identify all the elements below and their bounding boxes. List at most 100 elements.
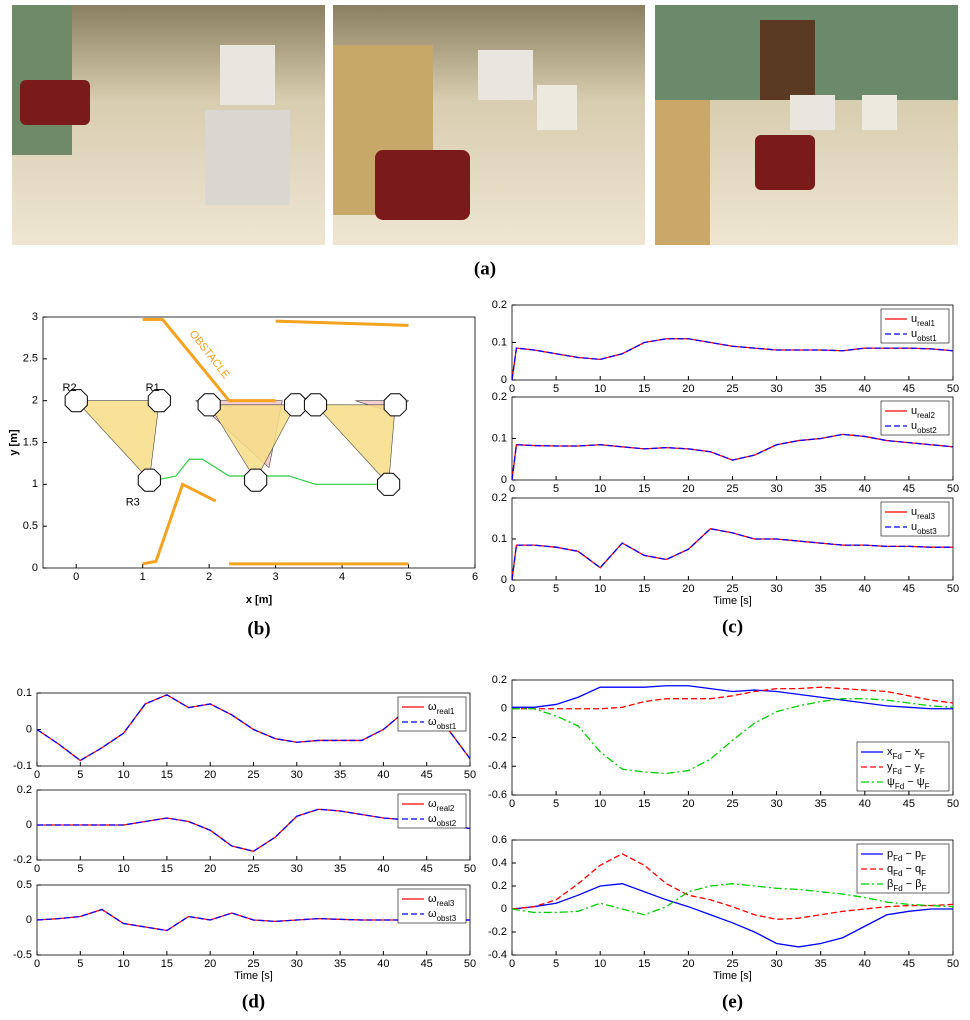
y-tick-label: 0.1	[492, 336, 507, 348]
y-tick-label: -0.5	[13, 949, 32, 961]
legend: ureal2uobst2	[881, 401, 949, 435]
robot-icon	[284, 394, 306, 416]
x-tick-label: 40	[859, 958, 871, 970]
photo-box	[862, 95, 897, 130]
legend: xFd − xFyFd − yFψFd − ψF	[857, 742, 949, 791]
x-tick-label: 0	[509, 383, 515, 395]
photos	[12, 5, 958, 245]
x-tick-label: 50	[947, 483, 959, 495]
x-tick-label: 25	[247, 863, 259, 875]
x-tick-label: 50	[947, 583, 959, 595]
x-axis-label: Time [s]	[713, 595, 752, 607]
y-tick-label: 0	[501, 703, 507, 715]
x-tick-label: 30	[770, 798, 782, 810]
x-tick-label: 30	[291, 863, 303, 875]
x-tick-label: 15	[161, 769, 173, 781]
y-tick-label: 0.1	[492, 432, 507, 444]
x-tick-label: 3	[273, 571, 279, 583]
y-tick-label: 0.4	[492, 857, 507, 869]
x-tick-label: 2	[206, 571, 212, 583]
x-tick-label: 45	[903, 798, 915, 810]
x-axis-label: x [m]	[246, 594, 273, 606]
x-tick-label: 25	[726, 798, 738, 810]
x-tick-label: 0	[34, 958, 40, 970]
legend: pFd − pFqFd − qFβFd − βF	[857, 844, 949, 893]
chart: 05101520253035404550-0.500.5Time [s](d)ω…	[13, 879, 476, 1012]
x-tick-label: 50	[464, 863, 476, 875]
x-tick-label: 10	[594, 383, 606, 395]
x-tick-label: 45	[903, 583, 915, 595]
y-tick-label: 0.1	[17, 687, 32, 699]
photo-box	[205, 110, 290, 205]
chart: 0510152025303540455000.10.2ureal1uobst1	[492, 299, 959, 395]
x-tick-label: 25	[726, 583, 738, 595]
x-tick-label: 15	[161, 958, 173, 970]
x-tick-label: 4	[339, 571, 345, 583]
annotation: R1	[146, 382, 160, 394]
x-tick-label: 25	[247, 769, 259, 781]
x-tick-label: 35	[815, 383, 827, 395]
y-tick-label: -0.4	[488, 760, 507, 772]
chart: 05101520253035404550-0.6-0.4-0.200.2xFd …	[488, 674, 959, 810]
photo-box	[220, 45, 275, 105]
x-tick-label: 0	[34, 863, 40, 875]
y-tick-label: 0	[26, 914, 32, 926]
x-tick-label: 15	[638, 958, 650, 970]
x-tick-label: 10	[594, 583, 606, 595]
x-tick-label: 35	[815, 483, 827, 495]
x-tick-label: 5	[553, 483, 559, 495]
x-tick-label: 40	[859, 798, 871, 810]
x-tick-label: 10	[594, 483, 606, 495]
x-tick-label: 20	[204, 769, 216, 781]
x-tick-label: 30	[770, 958, 782, 970]
photo-box	[537, 85, 577, 130]
y-tick-label: -0.4	[488, 949, 507, 961]
x-tick-label: 35	[815, 958, 827, 970]
x-tick-label: 15	[638, 583, 650, 595]
legend: ωreal3ωobst3	[398, 889, 466, 923]
y-tick-label: 2	[32, 395, 38, 407]
x-tick-label: 0	[509, 583, 515, 595]
x-tick-label: 20	[682, 583, 694, 595]
x-axis-label: Time [s]	[713, 970, 752, 982]
y-tick-label: 0	[501, 474, 507, 486]
photo-box	[478, 50, 533, 100]
y-tick-label: 0.1	[492, 533, 507, 545]
x-tick-label: 0	[509, 958, 515, 970]
y-tick-label: -0.1	[13, 760, 32, 772]
robot-icon	[198, 394, 220, 416]
x-tick-label: 10	[594, 958, 606, 970]
y-tick-label: 0.2	[492, 299, 507, 311]
x-tick-label: 5	[553, 383, 559, 395]
y-tick-label: 0.5	[23, 520, 38, 532]
chart: 05101520253035404550-0.200.2ωreal2ωobst2	[13, 784, 476, 875]
x-tick-label: 10	[117, 863, 129, 875]
photo-door	[760, 20, 815, 100]
y-tick-label: 0	[32, 562, 38, 574]
x-tick-label: 5	[553, 798, 559, 810]
chart: 012345600.511.522.53R1R2R3OBSTACLEx [m]y…	[8, 311, 478, 639]
photo-robot	[755, 135, 815, 190]
x-tick-label: 15	[638, 383, 650, 395]
x-tick-label: 30	[291, 958, 303, 970]
legend: ωreal1ωobst1	[398, 697, 466, 731]
photo-box	[655, 100, 710, 245]
x-tick-label: 35	[334, 958, 346, 970]
y-tick-label: 0.2	[492, 492, 507, 504]
y-tick-label: 0	[26, 723, 32, 735]
x-tick-label: 20	[204, 958, 216, 970]
y-tick-label: -0.2	[488, 926, 507, 938]
x-tick-label: 50	[947, 958, 959, 970]
annotation: R3	[126, 497, 140, 509]
robot-icon	[304, 394, 326, 416]
x-tick-label: 35	[815, 583, 827, 595]
x-tick-label: 30	[291, 769, 303, 781]
y-tick-label: 0.2	[17, 784, 32, 796]
x-tick-label: 15	[161, 863, 173, 875]
y-tick-label: 0.2	[492, 880, 507, 892]
photo-robot	[20, 80, 90, 125]
x-tick-label: 50	[947, 383, 959, 395]
x-tick-label: 20	[682, 483, 694, 495]
x-tick-label: 5	[553, 958, 559, 970]
